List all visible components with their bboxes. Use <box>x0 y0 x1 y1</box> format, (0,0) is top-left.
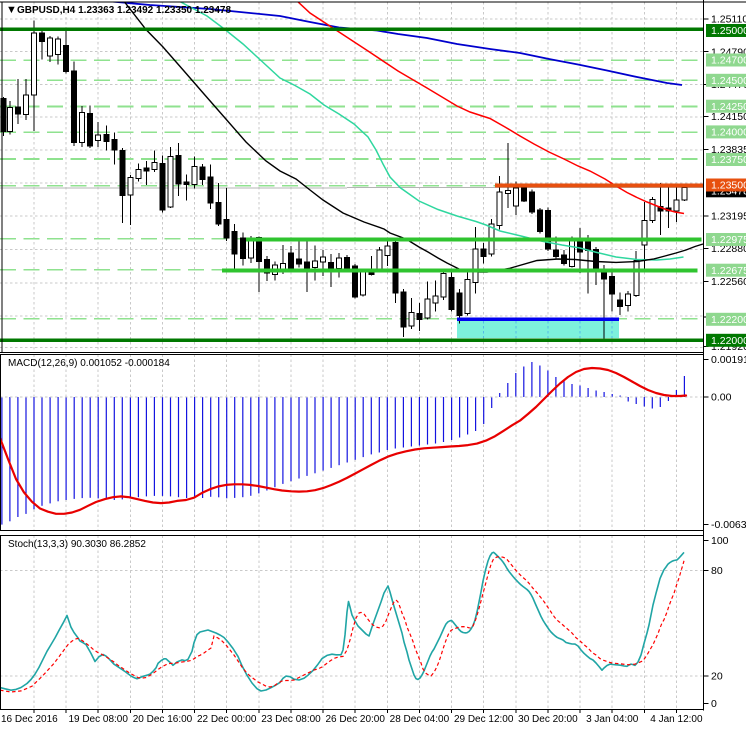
svg-text:100: 100 <box>711 535 729 547</box>
svg-text:22 Dec 00:00: 22 Dec 00:00 <box>197 714 257 725</box>
svg-text:1.23195: 1.23195 <box>711 211 746 223</box>
svg-text:Stoch(13,3,3) 90.3030 86.2852: Stoch(13,3,3) 90.3030 86.2852 <box>8 539 146 550</box>
svg-text:80: 80 <box>711 565 723 577</box>
svg-text:1.25110: 1.25110 <box>711 14 746 26</box>
svg-text:29 Dec 12:00: 29 Dec 12:00 <box>454 714 514 725</box>
svg-text:26 Dec 20:00: 26 Dec 20:00 <box>325 714 385 725</box>
svg-text:1.24150: 1.24150 <box>711 111 746 123</box>
svg-text:1.25000: 1.25000 <box>711 25 746 37</box>
svg-text:0: 0 <box>711 698 717 710</box>
svg-text:1.22880: 1.22880 <box>711 243 746 255</box>
svg-text:1.22975: 1.22975 <box>711 234 746 246</box>
svg-text:1.22560: 1.22560 <box>711 276 746 288</box>
svg-text:-0.00634: -0.00634 <box>711 519 746 531</box>
svg-text:19 Dec 08:00: 19 Dec 08:00 <box>68 714 128 725</box>
svg-text:30 Dec 20:00: 30 Dec 20:00 <box>518 714 578 725</box>
svg-text:0.00: 0.00 <box>711 392 732 404</box>
svg-text:16 Dec 2016: 16 Dec 2016 <box>1 714 58 725</box>
svg-text:▼: ▼ <box>6 4 17 16</box>
svg-text:1.22200: 1.22200 <box>711 314 746 326</box>
svg-text:MACD(12,26,9) 0.001052 -0.0001: MACD(12,26,9) 0.001052 -0.000184 <box>8 358 170 369</box>
svg-text:1.24250: 1.24250 <box>711 101 746 113</box>
svg-text:1.24700: 1.24700 <box>711 55 746 67</box>
svg-text:20 Dec 16:00: 20 Dec 16:00 <box>133 714 193 725</box>
svg-text:1.22000: 1.22000 <box>711 335 746 347</box>
svg-text:1.22675: 1.22675 <box>711 265 746 277</box>
svg-text:28 Dec 04:00: 28 Dec 04:00 <box>390 714 450 725</box>
svg-text:GBPUSD,H4 1.23363 1.23492 1.2: GBPUSD,H4 1.23363 1.23492 1.23350 1.2347… <box>17 5 231 16</box>
svg-text:23 Dec 08:00: 23 Dec 08:00 <box>261 714 321 725</box>
svg-text:1.23500: 1.23500 <box>711 180 746 192</box>
svg-text:20: 20 <box>711 671 723 683</box>
svg-text:4 Jan 12:00: 4 Jan 12:00 <box>650 714 703 725</box>
svg-text:1.23750: 1.23750 <box>711 154 746 166</box>
svg-text:1.24000: 1.24000 <box>711 127 746 139</box>
svg-text:3 Jan 04:00: 3 Jan 04:00 <box>586 714 639 725</box>
svg-text:0.001915: 0.001915 <box>711 354 746 366</box>
svg-text:1.24500: 1.24500 <box>711 75 746 87</box>
